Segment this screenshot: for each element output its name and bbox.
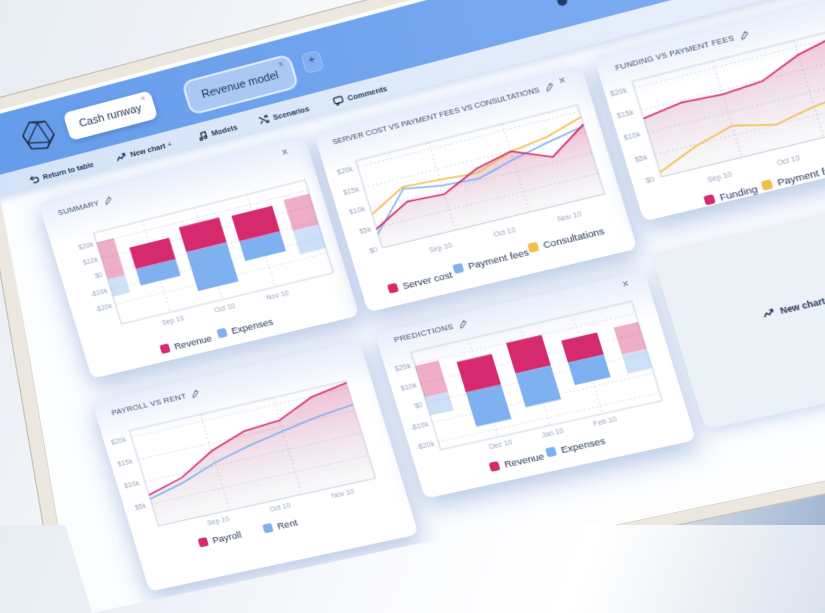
svg-text:$20k: $20k <box>336 166 354 177</box>
svg-text:$20k: $20k <box>394 362 412 373</box>
svg-text:Nov 10: Nov 10 <box>557 211 583 224</box>
svg-text:-$10k: -$10k <box>90 287 109 298</box>
svg-text:Sep 10: Sep 10 <box>428 242 453 255</box>
svg-text:$5k: $5k <box>634 154 649 164</box>
svg-text:Sep 10: Sep 10 <box>707 171 733 184</box>
svg-text:Oct 10: Oct 10 <box>214 303 237 315</box>
svg-text:$10k: $10k <box>400 382 418 393</box>
svg-text:$0: $0 <box>414 401 424 410</box>
svg-text:Nov 10: Nov 10 <box>266 290 290 302</box>
svg-text:$15k: $15k <box>343 186 361 197</box>
svg-text:Sep 10: Sep 10 <box>161 315 185 327</box>
svg-text:$15k: $15k <box>617 109 636 120</box>
svg-text:$10k: $10k <box>349 206 367 217</box>
svg-text:Dec 10: Dec 10 <box>488 439 513 451</box>
svg-text:$20k: $20k <box>610 87 629 98</box>
svg-text:Jan 10: Jan 10 <box>541 428 565 440</box>
svg-text:Oct 10: Oct 10 <box>776 155 801 168</box>
svg-text:Nov 10: Nov 10 <box>331 488 356 500</box>
svg-text:$20k: $20k <box>78 241 95 252</box>
svg-text:$0: $0 <box>369 247 379 256</box>
svg-text:$5k: $5k <box>359 226 373 236</box>
svg-text:$10k: $10k <box>623 132 642 143</box>
svg-text:Sep 10: Sep 10 <box>206 516 230 528</box>
svg-text:-$10k: -$10k <box>410 421 431 432</box>
svg-text:$5k: $5k <box>134 503 147 512</box>
svg-text:$10k: $10k <box>124 480 141 490</box>
svg-text:$0: $0 <box>645 176 656 185</box>
svg-text:$10k: $10k <box>83 257 100 268</box>
svg-text:Oct 10: Oct 10 <box>493 227 517 239</box>
svg-text:$15k: $15k <box>117 458 134 468</box>
svg-text:Feb 10: Feb 10 <box>593 416 618 428</box>
svg-text:$20k: $20k <box>110 436 127 446</box>
svg-text:-$20k: -$20k <box>94 303 113 314</box>
svg-text:-$20k: -$20k <box>416 440 437 451</box>
svg-text:$0: $0 <box>94 272 104 281</box>
svg-text:Oct 10: Oct 10 <box>269 502 292 513</box>
